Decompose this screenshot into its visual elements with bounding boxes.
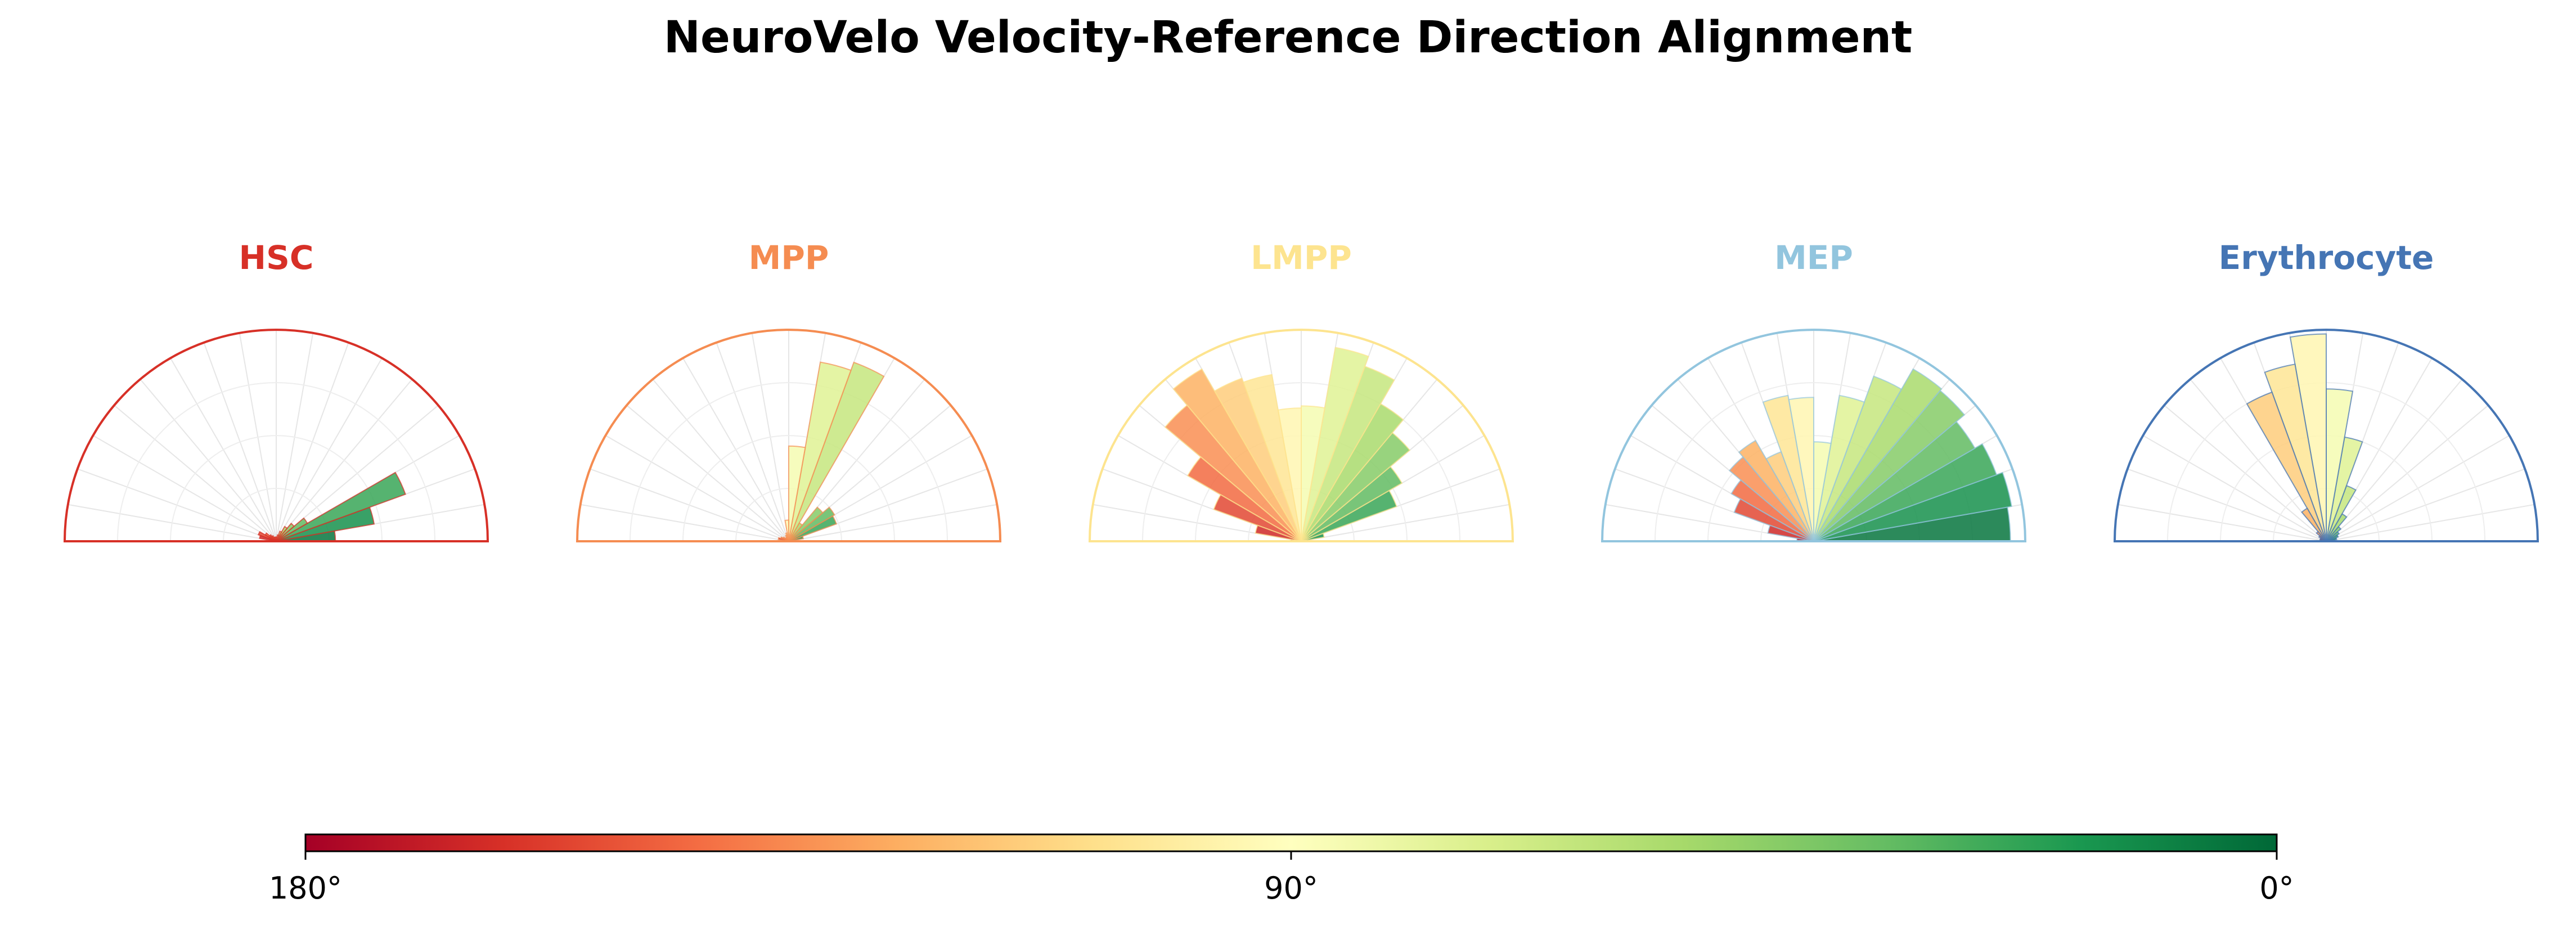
rose-bar	[788, 445, 806, 542]
colorbar-gradient	[304, 833, 2278, 852]
rose-bar	[1213, 493, 1302, 542]
rose-bar	[2264, 363, 2327, 542]
rose-bar	[1728, 456, 1814, 542]
grid-arc	[630, 382, 948, 542]
rose-bar	[1255, 524, 1302, 542]
panel-mpp	[576, 329, 1002, 542]
rose-bar	[276, 472, 406, 542]
panel-lmpp	[1088, 329, 1514, 542]
rose-bar	[1172, 368, 1302, 542]
panel-title: MPP	[749, 239, 829, 277]
rose-bar	[1186, 456, 1302, 542]
rose-bar	[1813, 394, 1865, 542]
panel-frame	[63, 329, 489, 542]
figure-title: NeuroVelo Velocity-Reference Direction A…	[663, 12, 1913, 63]
panel-frame	[2113, 329, 2539, 542]
rose-bar	[1813, 472, 2012, 542]
rose-bar	[276, 517, 308, 542]
rose-bar	[1301, 347, 1369, 542]
panel-mep	[1601, 329, 2027, 542]
panel-frame	[1088, 329, 1514, 542]
rose-bar	[1762, 394, 1814, 542]
rose-bar	[1730, 479, 1814, 542]
rose-bar	[1738, 439, 1814, 542]
rose-bar	[257, 531, 277, 542]
rose-bar	[1767, 524, 1814, 542]
rose-bar	[259, 535, 277, 542]
panel-title: Erythrocyte	[2219, 239, 2434, 277]
rose-bar	[1813, 375, 1903, 542]
panels-group: HSC MPP LMPP MEP Erythrocyte	[63, 239, 2539, 542]
colorbar-tick-label: 180°	[269, 870, 342, 906]
rose-bar	[1813, 368, 1943, 542]
rose-bar	[1733, 498, 1814, 542]
panel-title: HSC	[239, 239, 314, 277]
colorbar-tick-label: 90°	[1264, 870, 1318, 906]
panel-frame	[1601, 329, 2027, 542]
panel-title: LMPP	[1251, 239, 1352, 277]
panel-hsc	[63, 329, 489, 542]
rose-bar	[1301, 405, 1325, 542]
grid-arc	[1142, 382, 1460, 542]
grid-arc	[117, 382, 435, 542]
colorbar: 180° 90° 0°	[269, 833, 2294, 906]
panel-title: MEP	[1774, 239, 1853, 277]
panel-erythrocyte	[2113, 329, 2539, 542]
rose-bar	[2246, 391, 2327, 542]
colorbar-tick-label: 0°	[2259, 870, 2294, 906]
rose-bar	[2301, 508, 2327, 542]
rose-bar	[1813, 443, 1998, 542]
rose-bar	[788, 361, 885, 542]
rose-bar	[788, 361, 852, 542]
rose-bar	[788, 506, 824, 542]
panel-frame	[576, 329, 1002, 542]
rose-bar	[788, 506, 835, 542]
rose-bar	[1164, 404, 1302, 542]
grid-arc	[682, 435, 895, 542]
